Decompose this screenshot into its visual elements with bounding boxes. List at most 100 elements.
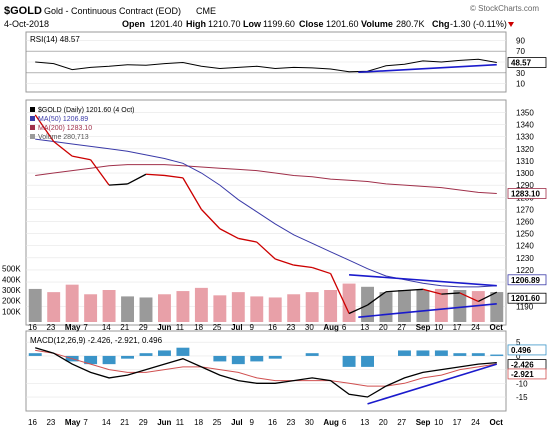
price-line-segment — [404, 288, 423, 292]
price-line-segment — [53, 141, 73, 157]
ma50-line — [35, 138, 497, 288]
volume-ytick-label: 400K — [2, 275, 21, 284]
price-line-segment — [478, 291, 498, 302]
volume-value: 280.7K — [396, 19, 425, 29]
x-axis-label: Sep — [416, 418, 431, 427]
legend-entry: MA(50) 1206.89 — [38, 116, 88, 123]
volume-bar — [139, 297, 153, 322]
x-axis-label: 7 — [83, 418, 88, 427]
macd-histogram-bar — [158, 350, 171, 356]
ma50-last-value-tag-box — [507, 274, 547, 286]
volume-bar — [84, 294, 98, 322]
chart-exchange: CME — [196, 6, 216, 16]
price-ytick-label: 1230 — [516, 254, 534, 263]
x-axis-label: 23 — [286, 418, 295, 427]
price-line-segment — [127, 173, 147, 185]
x-axis-label: 18 — [194, 323, 203, 332]
x-axis-label: 10 — [434, 323, 443, 332]
macd-histogram-tag-box — [507, 344, 547, 356]
price-line-segment — [219, 228, 239, 240]
price-line-segment — [182, 177, 202, 210]
macd-ytick-label: 0 — [516, 352, 521, 361]
rsi-line — [35, 58, 497, 73]
volume-label: Volume — [361, 19, 393, 29]
ma50-last-value-tag: 1206.89 — [511, 276, 540, 285]
ma200-last-value-tag-box — [507, 188, 547, 199]
volume-ytick-label: 100K — [2, 307, 21, 316]
x-axis-label: 23 — [46, 418, 55, 427]
x-axis-label: 16 — [28, 323, 37, 332]
volume-bar — [231, 292, 245, 322]
price-last-value-tag: 1201.60 — [511, 294, 540, 303]
macd-panel-frame — [25, 330, 507, 412]
macd-histogram-bar — [490, 354, 504, 356]
macd-title: MACD(12,26,9) -2.426, -2.921, 0.496 — [30, 336, 163, 345]
volume-bar — [250, 296, 264, 322]
high-value: 1210.70 — [208, 19, 241, 29]
chart-name: Gold - Continuous Contract (EOD) — [44, 6, 181, 16]
macd-histogram-bar — [305, 353, 319, 356]
price-panel: 1350134013301320131013001290128012701260… — [2, 107, 547, 322]
macd-trendline — [367, 363, 498, 405]
macd-ytick-label: -10 — [516, 379, 528, 388]
x-axis-label: 24 — [471, 323, 480, 332]
x-axis-label: Oct — [490, 418, 504, 427]
price-line-segment — [311, 266, 331, 275]
price-ytick-label: 1310 — [516, 157, 534, 166]
x-axis-label: 16 — [28, 418, 37, 427]
x-axis-label: 23 — [46, 323, 55, 332]
x-axis-label: 16 — [268, 418, 277, 427]
price-line-segment — [275, 258, 294, 266]
x-axis-label: 21 — [120, 323, 129, 332]
macd-ytick-label: 5 — [516, 338, 521, 347]
price-line-segment — [348, 304, 368, 315]
macd-histogram-bar — [471, 353, 485, 356]
macd-histogram-bar — [84, 355, 98, 365]
x-axis-label: Jun — [157, 323, 171, 332]
x-axis-label: 9 — [250, 323, 255, 332]
price-line-segment — [238, 237, 257, 243]
x-axis-label: 23 — [286, 323, 295, 332]
x-axis-label: 30 — [305, 323, 314, 332]
x-axis-label: 27 — [397, 323, 406, 332]
x-axis-label: 21 — [120, 418, 129, 427]
volume-bar — [176, 291, 190, 322]
x-axis-label: Oct — [490, 323, 504, 332]
macd-histogram-bar — [176, 347, 190, 356]
volume-bar — [194, 287, 208, 322]
x-axis-label: 14 — [102, 323, 111, 332]
ma200-line — [35, 164, 497, 194]
down-triangle-icon — [508, 22, 514, 27]
volume-ytick-label: 300K — [2, 286, 21, 295]
price-ytick-label: 1270 — [516, 205, 534, 214]
price-line-segment — [164, 174, 184, 179]
macd-histogram-bar — [453, 353, 467, 356]
macd-signal-tag-box — [507, 368, 547, 380]
chart-symbol: $GOLD — [4, 5, 42, 17]
legend-swatch — [30, 125, 35, 130]
price-ytick-label: 1290 — [516, 181, 534, 190]
volume-bar — [305, 292, 319, 322]
x-axis-label: 20 — [379, 323, 388, 332]
volume-bar — [324, 290, 338, 322]
price-ytick-label: 1330 — [516, 133, 534, 142]
price-trendline — [358, 303, 497, 318]
x-axis-label: 17 — [453, 323, 462, 332]
watermark: © StockCharts.com — [470, 4, 539, 13]
x-axis-label: 13 — [360, 323, 369, 332]
x-axis-label: 25 — [213, 323, 222, 332]
price-line-segment — [90, 159, 110, 186]
macd-signal-line — [35, 349, 497, 387]
x-axis-label: 7 — [83, 323, 88, 332]
volume-bar — [379, 292, 393, 322]
volume-bar — [28, 288, 42, 322]
price-line-segment — [367, 291, 387, 306]
legend-entry: $GOLD (Daily) 1201.60 (4 Oct) — [38, 107, 134, 114]
price-ytick-label: 1350 — [516, 108, 534, 117]
macd-histogram-bar — [342, 355, 356, 367]
legend-entry: Volume 280,713 — [38, 134, 89, 141]
price-ytick-label: 1320 — [516, 145, 534, 154]
x-axis-label: 16 — [268, 323, 277, 332]
